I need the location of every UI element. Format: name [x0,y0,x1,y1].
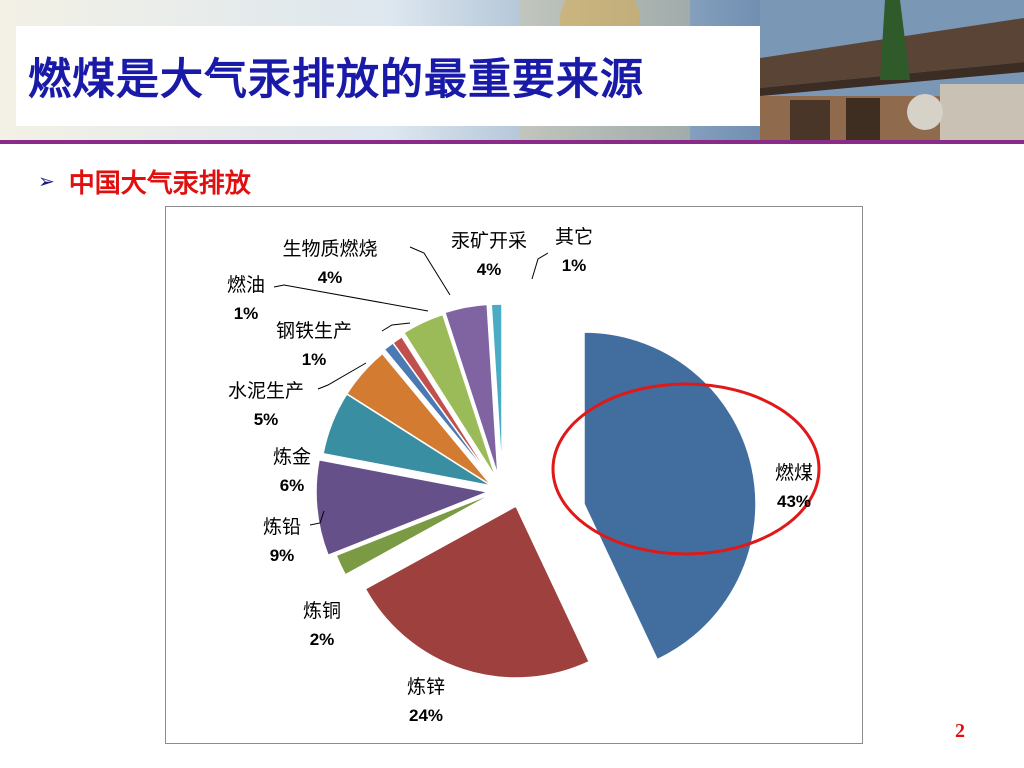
slice-percent-label: 1% [562,256,587,275]
slice-category-label: 生物质燃烧 [282,238,377,260]
title-box: 燃煤是大气汞排放的最重要来源 [16,26,760,126]
leader-line [273,284,429,312]
leader-line [309,510,325,526]
slice-category-label: 汞矿开采 [451,230,527,252]
highlight-ellipse [551,382,821,556]
leader-line [531,252,549,280]
slice-percent-label: 1% [302,350,327,369]
bullet-item: ➢ 中国大气汞排放 [38,164,251,199]
slide-title: 燃煤是大气汞排放的最重要来源 [28,55,644,105]
pie-slice [402,313,497,479]
header-banner: 燃煤是大气汞排放的最重要来源 [0,0,1024,140]
slice-percent-label: 4% [477,260,502,279]
slice-percent-label: 24% [409,706,443,725]
slice-category-label: 燃油 [227,274,265,296]
slice-category-label: 水泥生产 [228,380,304,402]
pie-slice [335,491,497,576]
slice-percent-label: 43% [777,492,811,511]
arrow-bullet-icon: ➢ [38,169,55,193]
slice-percent-label: 1% [234,304,259,323]
slice-percent-label: 4% [318,268,343,287]
slice-category-label: 炼铅 [263,516,301,538]
slice-category-label: 燃煤 [775,462,813,484]
pie-slice [364,504,591,679]
slice-category-label: 炼金 [273,446,311,468]
pie-chart-frame: 燃煤 43% 炼锌 24% 炼铜 2% 炼铅 9% 炼金 6% 水泥生产 5% 钢铁生产 1% 燃油 1% 生物… [165,206,863,744]
slice-category-label: 其它 [555,226,593,248]
slice-category-label: 炼铜 [303,600,341,622]
leader-line [409,246,451,296]
leader-line [317,362,367,390]
pie-chart: 燃煤 43% 炼锌 24% 炼铜 2% 炼铅 9% 炼金 6% 水泥生产 5% 钢铁生产 1% 燃油 1% 生物… [227,226,821,725]
slice-percent-label: 5% [254,410,279,429]
header-divider [0,140,1024,144]
slice-category-label: 炼锌 [407,676,445,698]
slice-category-label: 钢铁生产 [276,320,352,342]
slice-percent-label: 6% [280,476,305,495]
slice-percent-label: 2% [310,630,335,649]
pie-slice [583,331,757,661]
building-photo [520,0,1024,140]
pie-slice [490,303,503,477]
bullet-text: 中国大气汞排放 [68,168,251,199]
pie-slice [345,352,493,487]
slice-percent-label: 9% [270,546,295,565]
pie-slice [315,458,491,557]
pie-slice [443,303,499,477]
page-number: 2 [955,720,965,742]
pie-slice [391,335,495,483]
leader-line [381,322,411,332]
